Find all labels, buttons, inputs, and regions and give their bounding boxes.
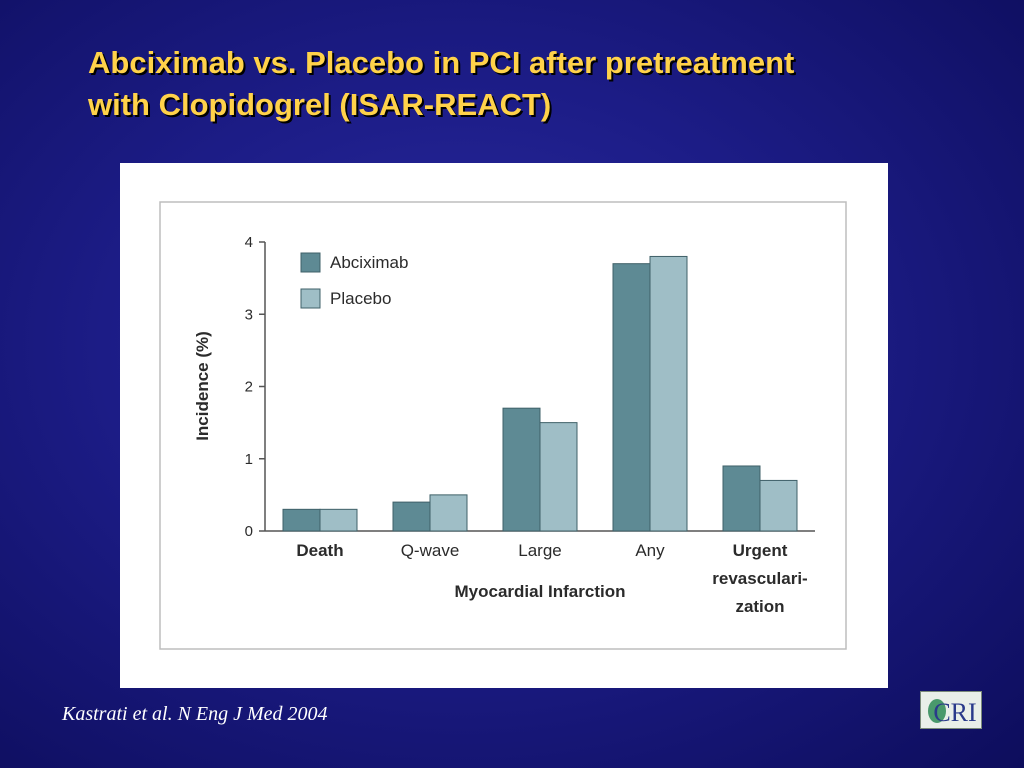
y-tick-label: 0 [245, 523, 253, 540]
category-label: Large [518, 541, 561, 560]
category-label: Q-wave [401, 541, 460, 560]
bar-abciximab [392, 501, 431, 532]
category-label: Any [635, 541, 665, 560]
bar-abciximab [502, 407, 541, 532]
bar-chart: Incidence (%) Myocardial Infarction 0 1 2 3… [159, 201, 847, 650]
bar-placebo [649, 255, 688, 532]
category-labels: Death Q-wave Large Any Urgent revasculari-zat… [296, 541, 807, 616]
bar-placebo [759, 479, 798, 532]
legend-label: Abciximab [330, 253, 408, 272]
bar-placebo [429, 494, 468, 532]
cri-logo: CRI [920, 691, 982, 729]
bars [282, 255, 798, 532]
y-tick-label: 4 [245, 234, 253, 251]
legend-swatch-abciximab [300, 252, 321, 273]
slide-title-line-2: with Clopidogrel (ISAR-REACT) [88, 87, 552, 122]
slide-title-line-1: Abciximab vs. Placebo in PCI after pretr… [88, 45, 795, 80]
legend-label: Placebo [330, 289, 391, 308]
citation: Kastrati et al. N Eng J Med 2004 [62, 703, 328, 725]
legend: Abciximab Placebo [300, 252, 408, 309]
bar-abciximab [282, 508, 321, 532]
bar-placebo [539, 422, 578, 532]
bar-abciximab [612, 263, 651, 532]
y-tick-label: 1 [245, 451, 253, 468]
legend-swatch-placebo [300, 288, 321, 309]
globe-icon [928, 699, 946, 723]
logo-text: CRI [933, 698, 976, 727]
y-tick-label: 2 [245, 379, 253, 396]
bar-abciximab [722, 465, 761, 532]
chart-panel: Incidence (%) Myocardial Infarction 0 1 2 3… [120, 163, 888, 688]
x-group-label: Myocardial Infarction [455, 582, 626, 601]
category-label: Death [296, 541, 343, 560]
chart-frame [159, 201, 847, 650]
y-tick-label: 3 [245, 306, 253, 323]
category-label: Urgent [733, 541, 788, 560]
y-axis-label: Incidence (%) [193, 331, 212, 441]
bar-placebo [319, 508, 358, 532]
y-ticks: 0 1 2 3 4 [245, 234, 265, 540]
category-label: zation [735, 597, 784, 616]
category-label: revasculari- [712, 569, 807, 588]
slide-title: Abciximab vs. Placebo in PCI after pretr… [88, 42, 968, 126]
